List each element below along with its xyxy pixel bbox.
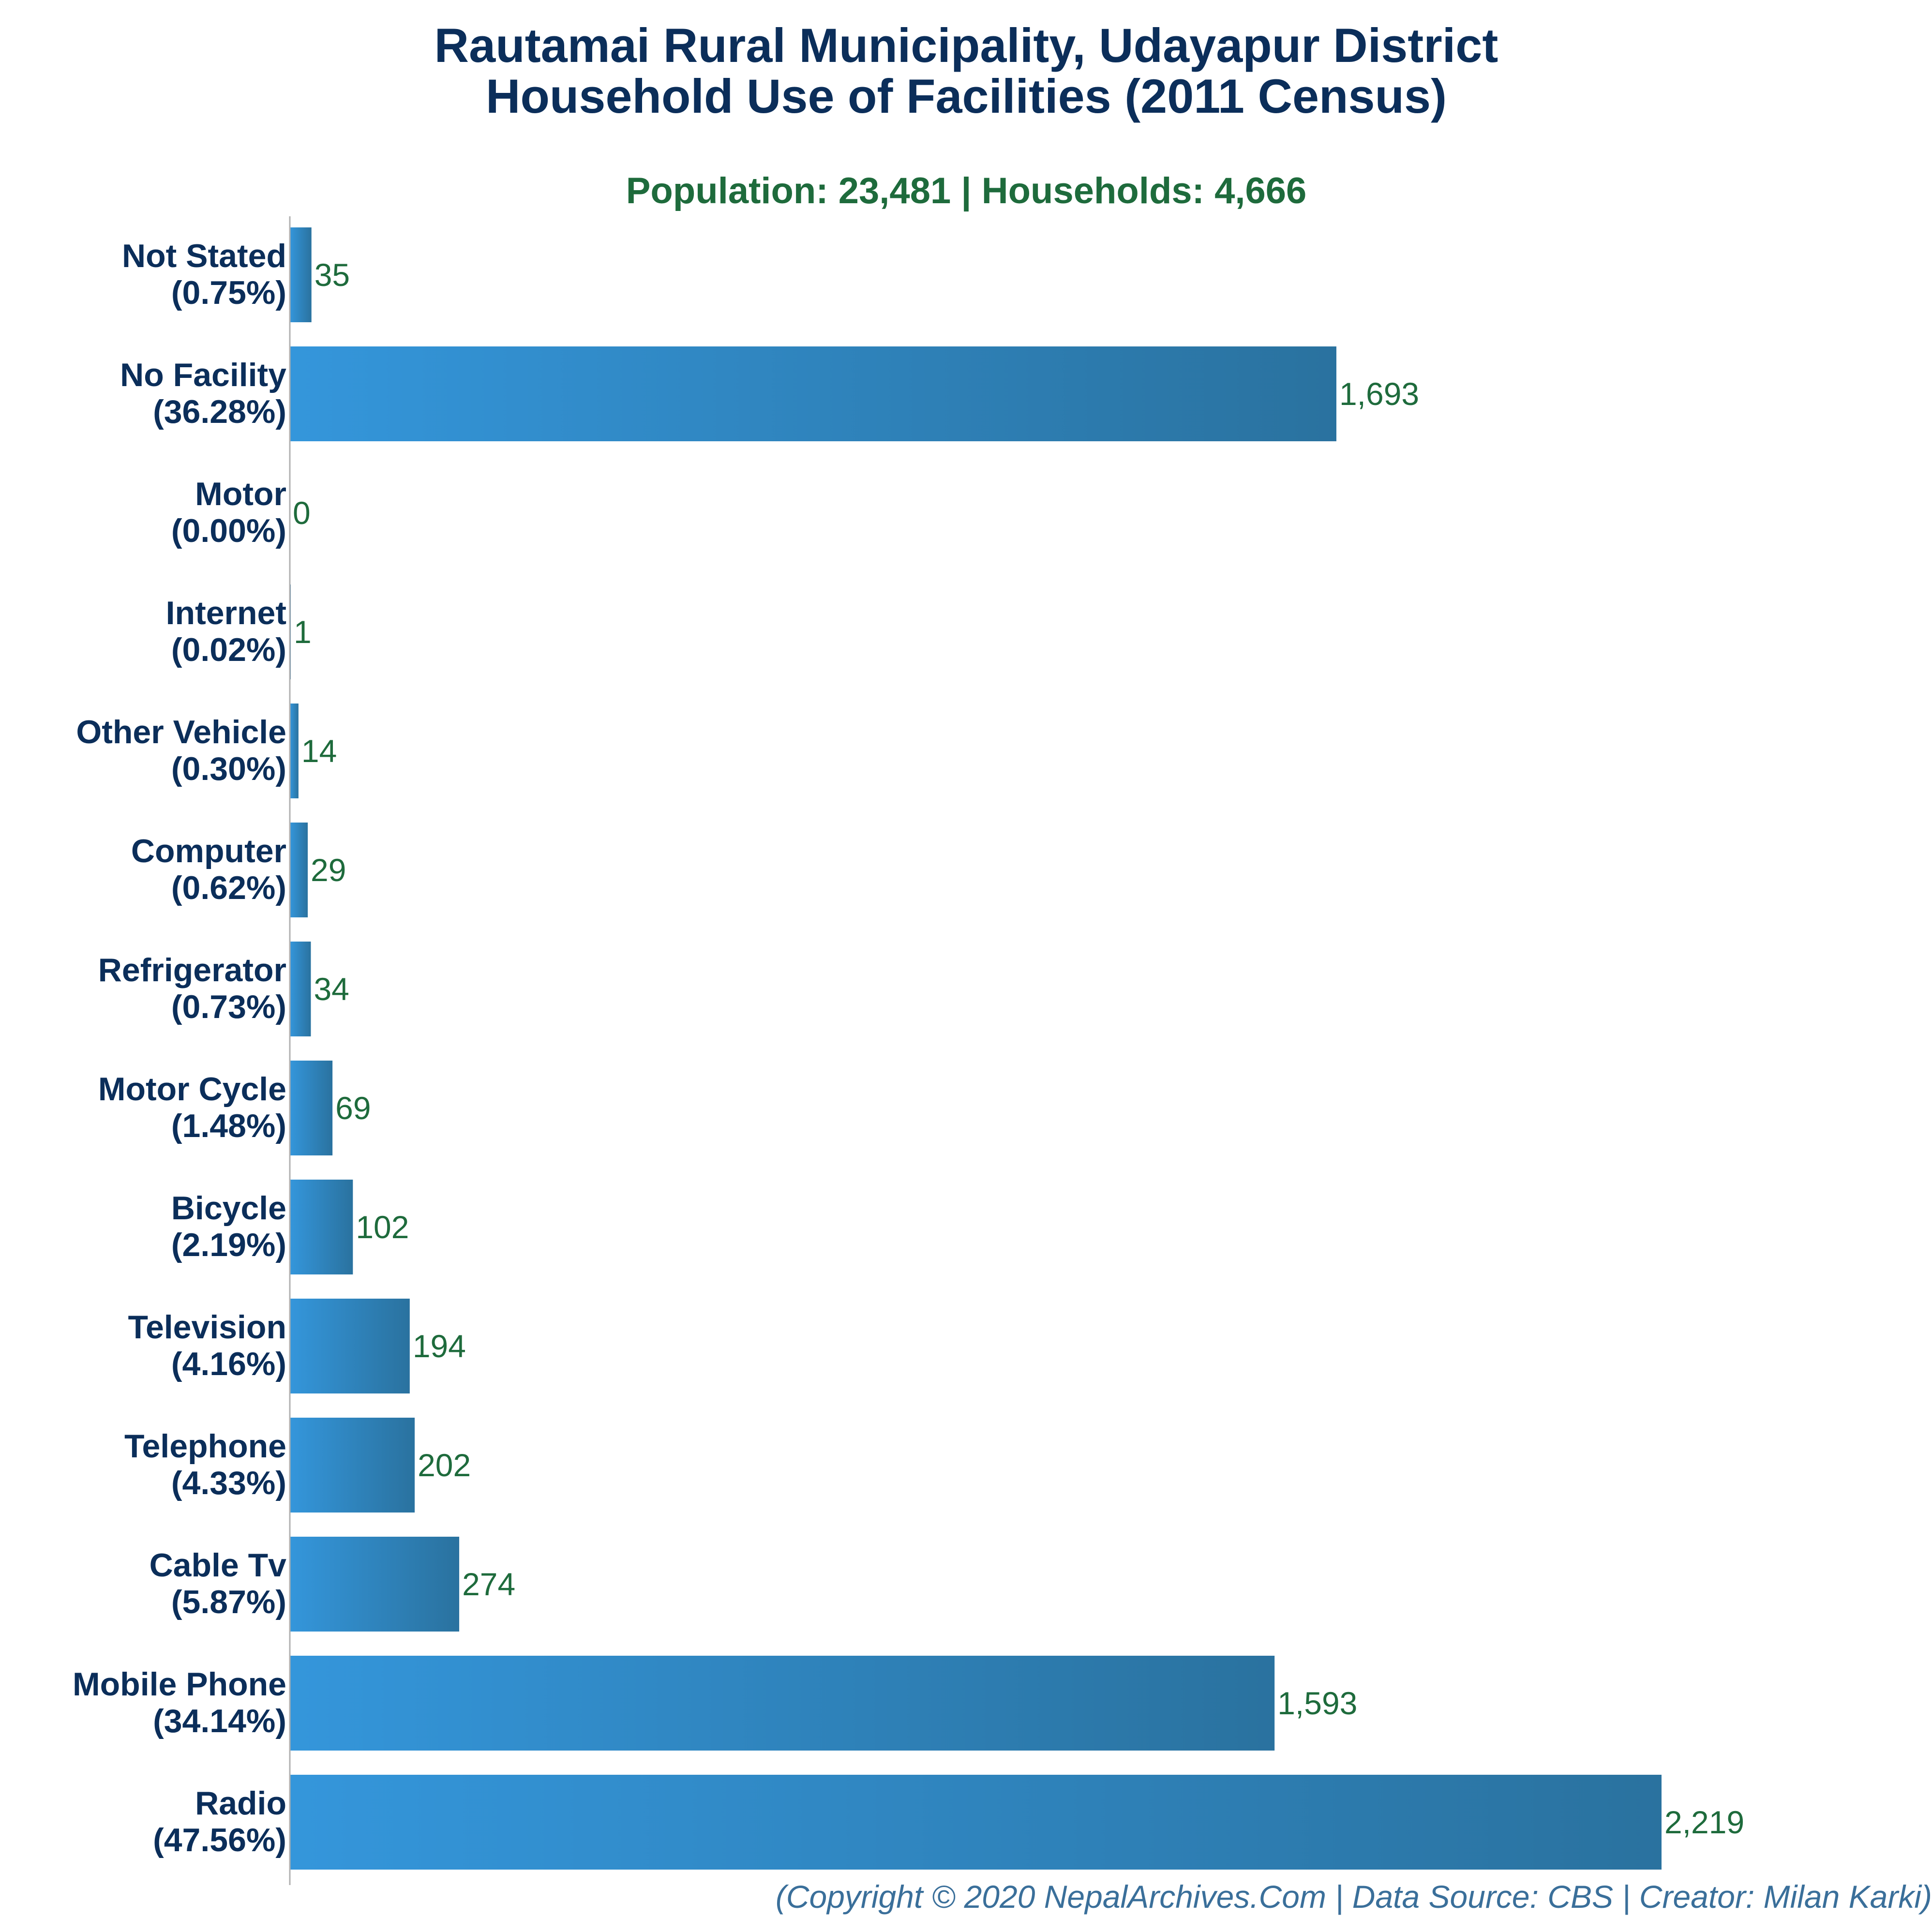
category-label-internet: Internet — [166, 595, 286, 631]
chart-title-line2: Household Use of Facilities (2011 Census… — [486, 69, 1447, 123]
category-label-not-stated: Not Stated — [122, 238, 286, 274]
bar-refrigerator — [290, 942, 311, 1036]
percent-label-no-facility: (36.28%) — [153, 393, 286, 430]
percent-label-mobile-phone: (34.14%) — [153, 1703, 286, 1739]
value-label-refrigerator: 34 — [314, 971, 349, 1007]
percent-label-not-stated: (0.75%) — [171, 274, 286, 311]
value-label-telephone: 202 — [418, 1447, 471, 1483]
category-label-motor-cycle: Motor Cycle — [98, 1071, 286, 1108]
bar-bicycle — [290, 1180, 353, 1274]
percent-label-television: (4.16%) — [171, 1346, 286, 1382]
percent-label-computer: (0.62%) — [171, 869, 286, 906]
category-label-refrigerator: Refrigerator — [98, 952, 286, 988]
bar-mobile-phone — [290, 1656, 1275, 1751]
value-label-radio: 2,219 — [1664, 1804, 1744, 1840]
percent-label-motor: (0.00%) — [171, 512, 286, 549]
category-label-motor: Motor — [195, 476, 286, 512]
bar-no-facility — [290, 346, 1336, 441]
category-label-no-facility: No Facility — [120, 357, 286, 393]
bar-radio — [290, 1775, 1662, 1870]
value-label-television: 194 — [413, 1328, 466, 1364]
labels-layer: 35 Not Stated(0.75%) 1,693 No Facility(36.2… — [73, 238, 1744, 1858]
percent-label-bicycle: (2.19%) — [171, 1227, 286, 1263]
bar-motor-cycle — [290, 1061, 333, 1155]
category-label-radio: Radio — [195, 1785, 286, 1822]
category-label-cable-tv: Cable Tv — [150, 1547, 287, 1584]
percent-label-internet: (0.02%) — [171, 631, 286, 668]
value-label-motor: 0 — [293, 495, 311, 531]
category-label-telephone: Telephone — [124, 1428, 286, 1465]
percent-label-telephone: (4.33%) — [171, 1465, 286, 1501]
value-label-cable-tv: 274 — [462, 1566, 515, 1602]
category-label-computer: Computer — [131, 833, 286, 869]
bar-television — [290, 1299, 410, 1393]
value-label-computer: 29 — [311, 852, 346, 888]
chart-subtitle: Population: 23,481 | Households: 4,666 — [626, 170, 1307, 212]
value-label-no-facility: 1,693 — [1339, 376, 1419, 412]
category-label-mobile-phone: Mobile Phone — [73, 1666, 286, 1703]
percent-label-motor-cycle: (1.48%) — [171, 1108, 286, 1144]
category-label-other-vehicle: Other Vehicle — [76, 714, 286, 750]
percent-label-other-vehicle: (0.30%) — [171, 750, 286, 787]
value-label-not-stated: 35 — [315, 257, 350, 293]
bar-not-stated — [290, 227, 312, 322]
percent-label-cable-tv: (5.87%) — [171, 1584, 286, 1620]
bar-telephone — [290, 1418, 415, 1513]
category-label-television: Television — [128, 1309, 286, 1346]
value-label-internet: 1 — [294, 614, 312, 650]
bar-cable-tv — [290, 1537, 460, 1632]
value-label-mobile-phone: 1,593 — [1277, 1685, 1357, 1721]
category-label-bicycle: Bicycle — [171, 1190, 286, 1227]
percent-label-radio: (47.56%) — [153, 1822, 286, 1858]
value-label-other-vehicle: 14 — [301, 733, 337, 769]
chart-title-line1: Rautamai Rural Municipality, Udayapur Di… — [434, 18, 1498, 72]
footer-credit: (Copyright © 2020 NepalArchives.Com | Da… — [776, 1879, 1932, 1916]
value-label-bicycle: 102 — [356, 1209, 409, 1245]
percent-label-refrigerator: (0.73%) — [171, 988, 286, 1025]
bar-computer — [290, 823, 308, 917]
bars-layer — [290, 227, 1662, 1870]
bar-other-vehicle — [290, 704, 299, 798]
value-label-motor-cycle: 69 — [335, 1090, 371, 1126]
